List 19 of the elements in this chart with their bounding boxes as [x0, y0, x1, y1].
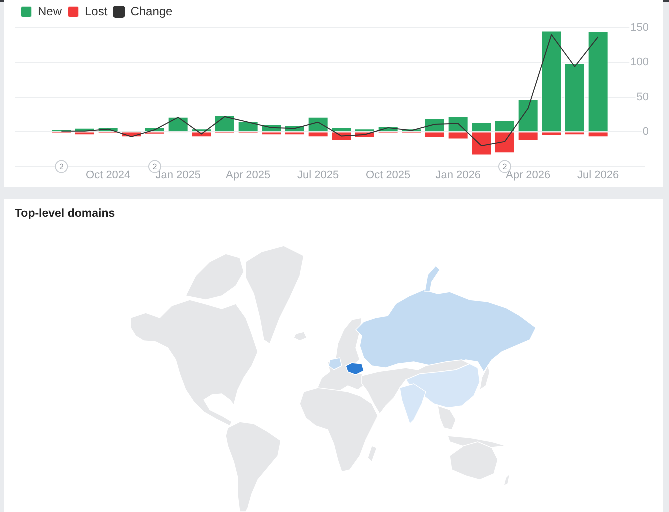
legend-label: Lost — [85, 4, 108, 18]
y-tick-label: 150 — [630, 22, 649, 34]
annotation: 2 — [152, 162, 158, 172]
legend-label: New — [38, 4, 62, 18]
x-tick-label: Jan 2026 — [436, 169, 481, 182]
annotation: 2 — [502, 162, 508, 172]
y-tick-label: 50 — [636, 91, 649, 104]
annotation: 2 — [59, 162, 64, 172]
x-tick-label: Jul 2026 — [578, 169, 620, 182]
x-tick-label: Apr 2025 — [226, 169, 271, 182]
x-tick-label: Jan 2025 — [156, 169, 201, 182]
x-tick-label: Jul 2025 — [298, 169, 340, 182]
y-tick-label: 100 — [630, 56, 649, 69]
x-tick-label: Oct 2024 — [86, 169, 131, 182]
legend-label: Change — [130, 4, 174, 18]
y-tick-label: 0 — [642, 126, 649, 138]
x-tick-label: Oct 2025 — [366, 169, 411, 182]
text: Top-level domains — [15, 208, 116, 220]
x-tick-label: Apr 2026 — [506, 169, 551, 182]
